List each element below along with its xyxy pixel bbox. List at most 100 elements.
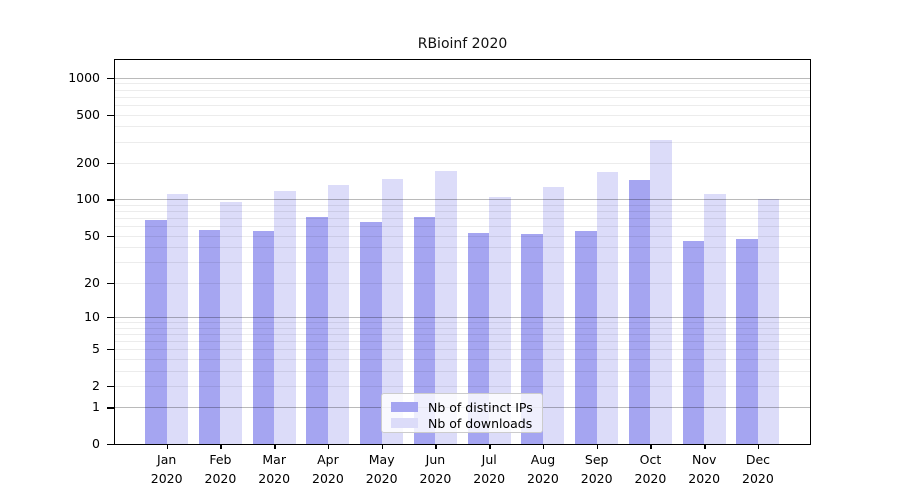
bar-jun-downloads: [435, 171, 457, 444]
bar-sep-downloads: [596, 172, 619, 444]
y-tick-0: [107, 444, 114, 446]
legend-swatch-downloads: [391, 418, 418, 428]
legend: Nb of distinct IPs Nb of downloads: [381, 393, 543, 433]
x-tick-feb: [220, 444, 222, 449]
y-tick-label-20: 20: [84, 274, 100, 290]
gridline-major-10: [115, 316, 810, 318]
gridline-minor-500: [115, 114, 810, 116]
bar-sep-distinct-ips: [575, 230, 597, 444]
bar-feb-distinct-ips: [198, 229, 221, 444]
chart-title: RBioinf 2020: [417, 36, 508, 52]
x-tick-label-aug: Aug 2020: [527, 452, 559, 486]
y-tick-100: [107, 199, 114, 201]
gridline-minor-40: [115, 247, 810, 249]
bar-jul-distinct-ips: [467, 232, 490, 444]
gridline-minor-50: [115, 235, 810, 237]
x-tick-label-nov: Nov 2020: [688, 452, 721, 486]
y-tick-5: [107, 349, 114, 351]
gridlines-layer: [115, 60, 810, 444]
x-tick-label-sep: Sep 2020: [580, 452, 613, 486]
x-tick-aug: [542, 444, 545, 449]
x-tick-label-oct: Oct 2020: [634, 452, 667, 486]
y-tick-label-1: 1: [92, 399, 100, 415]
y-tick-label-5: 5: [92, 341, 100, 357]
y-tick-20: [107, 282, 114, 285]
x-tick-label-jul: Jul 2020: [473, 452, 506, 486]
gridline-minor-90: [115, 204, 810, 206]
gridline-minor-800: [115, 89, 810, 91]
y-tick-label-10: 10: [84, 308, 100, 324]
gridline-minor-20: [115, 282, 810, 284]
x-tick-jan: [166, 444, 169, 449]
y-tick-1: [107, 407, 114, 409]
y-tick-label-200: 200: [76, 154, 100, 170]
bar-mar-downloads: [274, 190, 296, 444]
legend-swatch-distinct-ips: [391, 402, 418, 412]
bar-jul-downloads: [489, 196, 511, 444]
x-tick-jul: [489, 444, 491, 449]
x-tick-nov: [704, 444, 706, 449]
bar-feb-downloads: [220, 202, 242, 444]
x-tick-mar: [274, 444, 276, 449]
legend-item-downloads: Nb of downloads: [391, 415, 533, 431]
x-tick-label-jun: Jun 2020: [419, 452, 452, 486]
bar-nov-distinct-ips: [682, 241, 705, 444]
bar-apr-downloads: [327, 184, 350, 444]
x-tick-label-feb: Feb 2020: [204, 452, 237, 486]
gridline-minor-60: [115, 226, 810, 228]
legend-item-distinct-ips: Nb of distinct IPs: [391, 399, 533, 415]
gridline-major-100: [115, 199, 810, 201]
legend-label-distinct-ips: Nb of distinct IPs: [428, 399, 533, 415]
y-tick-label-500: 500: [76, 106, 100, 122]
y-tick-label-1000: 1000: [68, 69, 100, 85]
bars-layer: [115, 60, 810, 444]
y-tick-label-0: 0: [92, 436, 100, 451]
x-tick-label-jan: Jan 2020: [150, 452, 183, 486]
gridline-minor-2: [115, 385, 810, 387]
gridline-minor-900: [115, 83, 810, 85]
legend-label-downloads: Nb of downloads: [428, 415, 533, 431]
gridline-minor-70: [115, 218, 810, 220]
x-tick-label-may: May 2020: [365, 452, 398, 486]
gridline-minor-300: [115, 141, 810, 143]
gridline-minor-200: [115, 162, 810, 164]
x-tick-apr: [327, 444, 330, 449]
y-tick-2: [107, 385, 114, 388]
gridline-minor-600: [115, 104, 810, 106]
gridline-minor-30: [115, 261, 810, 263]
bar-mar-distinct-ips: [252, 230, 275, 444]
gridline-minor-8: [115, 327, 810, 329]
y-tick-500: [107, 114, 114, 116]
y-tick-200: [107, 162, 114, 165]
x-tick-dec: [757, 444, 760, 449]
gridline-minor-4: [115, 358, 810, 360]
y-tick-label-2: 2: [92, 377, 100, 393]
gridline-minor-9: [115, 321, 810, 323]
x-tick-label-dec: Dec 2020: [742, 452, 774, 486]
x-tick-label-apr: Apr 2020: [312, 452, 344, 486]
y-tick-1000: [107, 77, 114, 80]
y-tick-50: [107, 235, 114, 237]
bar-dec-distinct-ips: [736, 238, 758, 444]
x-tick-sep: [596, 444, 599, 449]
bar-dec-downloads: [757, 199, 780, 444]
bar-oct-downloads: [650, 139, 672, 444]
plot-area: Nb of distinct IPs Nb of downloads: [114, 59, 811, 445]
gridline-minor-400: [115, 126, 810, 128]
x-tick-oct: [650, 444, 652, 449]
y-tick-label-50: 50: [84, 227, 100, 243]
y-tick-label-100: 100: [76, 191, 100, 207]
bar-aug-downloads: [542, 186, 565, 444]
gridline-minor-7: [115, 333, 810, 335]
gridline-minor-700: [115, 96, 810, 98]
bar-jan-distinct-ips: [145, 219, 167, 444]
gridline-major-1000: [115, 77, 810, 79]
bar-may-distinct-ips: [360, 221, 382, 444]
x-tick-may: [381, 444, 384, 449]
gridline-minor-3: [115, 370, 810, 372]
bar-jun-distinct-ips: [413, 216, 436, 444]
y-tick-10: [107, 316, 114, 319]
bar-oct-distinct-ips: [628, 179, 651, 444]
gridline-minor-6: [115, 340, 810, 342]
